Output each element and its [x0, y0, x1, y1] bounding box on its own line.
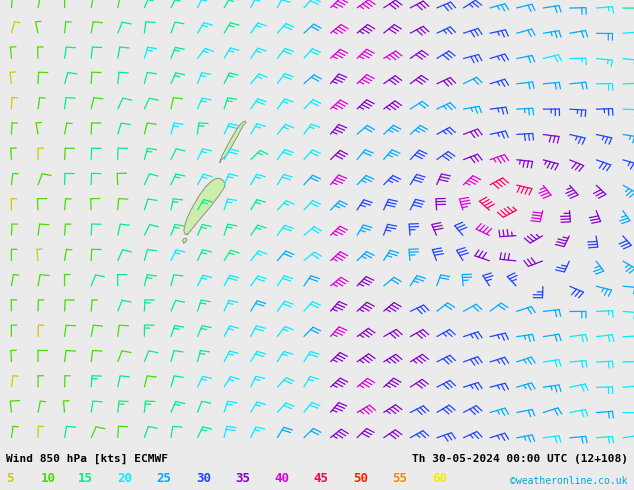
- Text: 55: 55: [392, 472, 408, 485]
- Text: ©weatheronline.co.uk: ©weatheronline.co.uk: [510, 476, 628, 486]
- Text: 20: 20: [117, 472, 133, 485]
- Polygon shape: [184, 178, 225, 235]
- Text: 10: 10: [41, 472, 56, 485]
- Text: 30: 30: [196, 472, 211, 485]
- Text: 60: 60: [432, 472, 447, 485]
- Text: 50: 50: [353, 472, 368, 485]
- Polygon shape: [183, 238, 187, 243]
- Text: 15: 15: [78, 472, 93, 485]
- Polygon shape: [220, 122, 246, 163]
- Text: Wind 850 hPa [kts] ECMWF: Wind 850 hPa [kts] ECMWF: [6, 454, 169, 464]
- Text: 25: 25: [157, 472, 172, 485]
- Text: 45: 45: [314, 472, 329, 485]
- Text: 5: 5: [6, 472, 14, 485]
- Text: 35: 35: [235, 472, 250, 485]
- Text: Th 30-05-2024 00:00 UTC (12+108): Th 30-05-2024 00:00 UTC (12+108): [411, 454, 628, 464]
- Text: 40: 40: [275, 472, 290, 485]
